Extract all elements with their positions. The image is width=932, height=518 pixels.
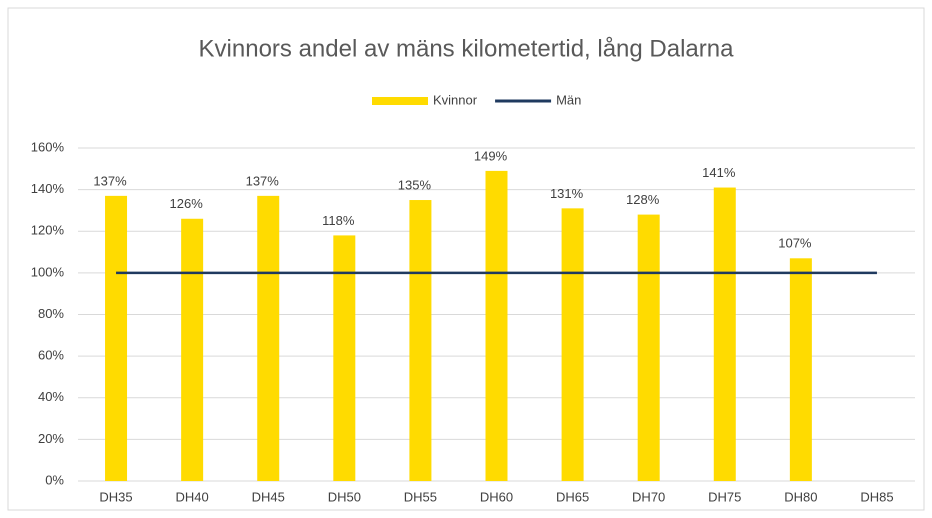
y-tick-label: 60% — [38, 348, 64, 363]
bar — [257, 195, 280, 481]
bar — [333, 235, 356, 481]
x-tick-label: DH35 — [99, 489, 132, 504]
bar — [105, 195, 128, 481]
data-label: 149% — [474, 148, 508, 163]
legend-swatch — [372, 97, 428, 105]
y-tick-label: 120% — [31, 223, 65, 238]
data-label: 141% — [702, 165, 736, 180]
data-label: 137% — [246, 173, 280, 188]
y-tick-label: 40% — [38, 389, 64, 404]
bar — [485, 170, 508, 482]
data-label: 128% — [626, 192, 660, 207]
x-tick-label: DH50 — [328, 489, 361, 504]
y-tick-label: 20% — [38, 431, 64, 446]
y-tick-label: 100% — [31, 264, 65, 279]
legend-label: Män — [556, 92, 581, 107]
x-tick-label: DH75 — [708, 489, 741, 504]
bar — [181, 218, 204, 481]
x-tick-label: DH40 — [176, 489, 209, 504]
data-label: 126% — [170, 196, 204, 211]
y-tick-label: 80% — [38, 306, 64, 321]
chart-border — [7, 7, 925, 511]
x-tick-label: DH80 — [784, 489, 817, 504]
x-tick-label: DH70 — [632, 489, 665, 504]
bar — [789, 258, 812, 481]
y-tick-label: 140% — [31, 181, 65, 196]
x-tick-label: DH55 — [404, 489, 437, 504]
x-tick-label: DH85 — [860, 489, 893, 504]
x-tick-label: DH45 — [252, 489, 285, 504]
bar — [561, 208, 584, 481]
bar — [637, 214, 660, 481]
y-tick-label: 0% — [45, 472, 64, 487]
data-label: 118% — [322, 213, 355, 228]
x-tick-label: DH60 — [480, 489, 513, 504]
data-label: 137% — [93, 173, 127, 188]
x-tick-label: DH65 — [556, 489, 589, 504]
y-tick-label: 160% — [31, 139, 65, 154]
bar — [713, 187, 736, 481]
data-label: 131% — [550, 186, 584, 201]
bar — [409, 200, 432, 481]
chart-title: Kvinnors andel av mäns kilometertid, lån… — [199, 35, 735, 62]
data-label: 135% — [398, 177, 432, 192]
legend-label: Kvinnor — [433, 92, 478, 107]
data-label: 107% — [778, 236, 812, 251]
